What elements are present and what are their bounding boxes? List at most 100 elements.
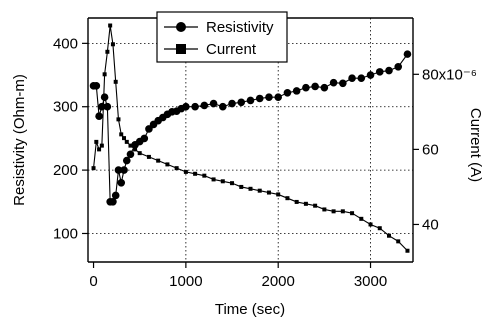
resistivity-point xyxy=(292,87,301,95)
legend-current-label: Current xyxy=(206,41,257,58)
current-point xyxy=(396,239,401,244)
x-tick-label: 2000 xyxy=(262,273,295,290)
legend-circle-marker-icon xyxy=(176,22,186,32)
y-right-tick-label: 80x10⁻⁶ xyxy=(422,66,477,83)
resistivity-point xyxy=(122,156,131,165)
legend-square-marker-icon xyxy=(176,44,186,54)
resistivity-point xyxy=(126,150,135,159)
resistivity-point xyxy=(366,71,375,79)
resistivity-point xyxy=(255,94,264,103)
current-point xyxy=(97,147,102,152)
y-right-tick-label: 40 xyxy=(422,216,439,233)
series-resistivity xyxy=(89,50,412,206)
current-point xyxy=(116,117,121,122)
resistivity-point xyxy=(274,93,282,102)
resistivity-point xyxy=(120,166,128,174)
resistivity-point xyxy=(219,102,227,111)
resistivity-point xyxy=(117,178,126,187)
resistivity-point xyxy=(403,50,412,58)
current-point xyxy=(313,203,318,208)
y-left-tick-label: 100 xyxy=(53,225,78,242)
resistivity-point xyxy=(228,99,236,108)
left-y-axis-ticks: 100 200 300 400 xyxy=(53,35,88,242)
resistivity-point xyxy=(209,99,218,108)
x-tick-label: 1000 xyxy=(169,273,202,290)
current-point xyxy=(105,49,110,54)
current-point xyxy=(294,199,299,204)
legend-resistivity-label: Resistivity xyxy=(206,19,274,36)
current-point xyxy=(248,186,253,191)
current-point xyxy=(193,171,198,176)
current-point xyxy=(276,192,281,197)
current-point xyxy=(239,184,244,189)
y-left-tick-label: 300 xyxy=(53,99,78,116)
current-point xyxy=(110,42,115,47)
resistivity-point xyxy=(385,66,393,75)
current-point xyxy=(119,132,124,137)
current-point xyxy=(183,169,188,174)
current-point xyxy=(122,136,127,141)
resistivity-point xyxy=(100,93,109,102)
current-point xyxy=(99,143,104,148)
resistivity-point xyxy=(92,82,101,90)
series-layer xyxy=(89,23,412,253)
resistivity-point xyxy=(237,98,246,107)
resistivity-point xyxy=(182,102,190,111)
resistivity-point xyxy=(339,79,347,88)
current-point xyxy=(405,248,410,253)
current-point xyxy=(128,143,133,148)
resistivity-point xyxy=(114,166,123,174)
resistivity-point xyxy=(111,191,120,200)
current-point xyxy=(386,233,391,238)
current-point xyxy=(368,222,373,227)
resistivity-point xyxy=(302,83,310,92)
resistivity-point xyxy=(109,197,117,206)
current-point xyxy=(202,173,207,178)
current-point xyxy=(303,201,308,206)
current-point xyxy=(285,196,290,201)
current-point xyxy=(230,181,235,186)
current-point xyxy=(331,209,336,214)
y-left-tick-label: 400 xyxy=(53,35,78,52)
legend: Resistivity Current xyxy=(156,11,288,63)
x-axis-title: Time (sec) xyxy=(215,301,285,318)
current-point xyxy=(350,211,355,216)
resistivity-point xyxy=(329,78,338,87)
current-point xyxy=(124,139,129,144)
current-point xyxy=(133,147,138,152)
resistivity-point xyxy=(357,74,366,83)
current-point xyxy=(91,166,96,171)
y-right-tick-label: 60 xyxy=(422,141,439,158)
current-point xyxy=(102,72,107,77)
current-point xyxy=(266,190,271,195)
resistivity-point xyxy=(375,68,384,76)
current-point xyxy=(165,162,170,167)
resistivity-point xyxy=(320,83,329,92)
current-point xyxy=(94,139,99,144)
series-current xyxy=(91,23,410,253)
x-tick-label: 0 xyxy=(89,273,97,290)
current-point xyxy=(359,216,364,221)
resistivity-point xyxy=(200,101,209,110)
current-point xyxy=(220,179,225,184)
current-point xyxy=(174,166,179,171)
current-point xyxy=(340,209,345,214)
current-point xyxy=(211,177,216,182)
current-point xyxy=(377,226,382,231)
current-point xyxy=(108,23,113,28)
resistivity-point xyxy=(311,82,319,91)
current-point xyxy=(137,151,142,156)
resistivity-point xyxy=(283,88,292,97)
resistivity-point xyxy=(140,134,149,143)
resistivity-point xyxy=(394,63,403,71)
resistivity-point xyxy=(348,74,356,83)
resistivity-point xyxy=(246,96,255,105)
current-point xyxy=(156,158,161,163)
right-y-axis-title: Current (A) xyxy=(467,108,484,182)
current-point xyxy=(146,154,151,159)
x-tick-label: 3000 xyxy=(354,273,387,290)
x-axis-ticks: 0 1000 2000 3000 xyxy=(89,262,387,290)
current-point xyxy=(257,188,262,193)
current-point xyxy=(113,79,118,84)
